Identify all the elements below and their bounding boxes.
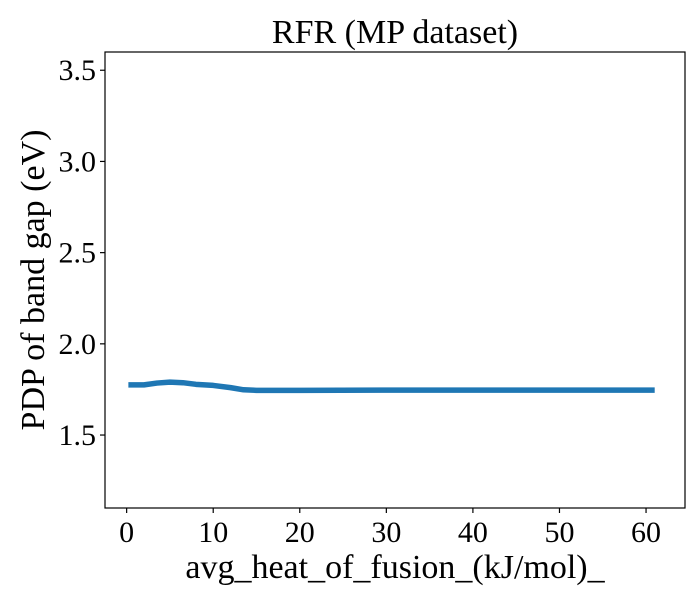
x-tick-label: 20 xyxy=(285,516,315,549)
x-tick-label: 60 xyxy=(631,516,661,549)
y-tick-label: 3.0 xyxy=(59,145,97,178)
series-line-0 xyxy=(128,379,655,394)
y-tick-label: 1.5 xyxy=(59,419,97,452)
x-tick-label: 30 xyxy=(371,516,401,549)
y-tick-label: 3.5 xyxy=(59,54,97,87)
y-axis-label: PDP of band gap (eV) xyxy=(15,130,52,431)
plot-area xyxy=(128,379,655,394)
axis-ticks: 0 10 20 30 40 50 60 1.5 2.0 2.5 3.0 3.5 xyxy=(59,54,662,549)
x-tick-label: 0 xyxy=(119,516,134,549)
y-tick-label: 2.0 xyxy=(59,328,97,361)
plot-frame xyxy=(104,51,686,509)
x-axis-label: avg_heat_of_fusion_(kJ/mol)_ xyxy=(185,549,605,586)
y-tick-label: 2.5 xyxy=(59,237,97,270)
x-tick-label: 10 xyxy=(198,516,228,549)
x-tick-label: 40 xyxy=(458,516,488,549)
chart-title: RFR (MP dataset) xyxy=(272,14,518,51)
x-tick-label: 50 xyxy=(544,516,574,549)
